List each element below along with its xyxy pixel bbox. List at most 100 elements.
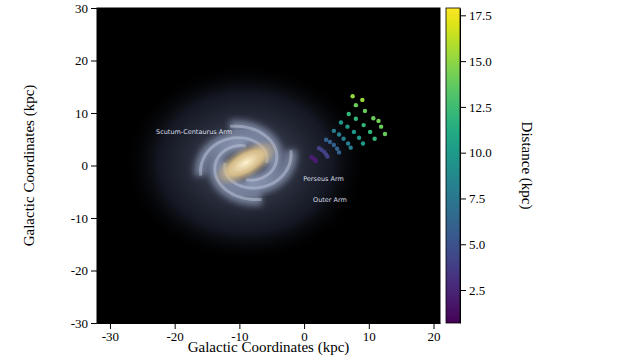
tick-label: 2.5 [469, 283, 485, 298]
tick-mark [304, 323, 305, 329]
point [309, 155, 313, 159]
tick: 10 [75, 106, 97, 121]
tick-label: -10 [71, 211, 88, 226]
tick-mark [460, 61, 466, 62]
point [332, 129, 336, 133]
points [309, 94, 387, 164]
annotation: Scutum-Centaurus Arm [156, 128, 232, 136]
tick-mark [91, 271, 97, 272]
tick: 17.5 [460, 8, 492, 23]
tick-label: 7.5 [469, 191, 485, 206]
annotation: Perseus Arm [303, 175, 344, 183]
x-axis-title: Galactic Coordinates (kpc) [188, 339, 350, 356]
tick: -10 [71, 211, 97, 226]
tick-mark [460, 153, 466, 154]
background [97, 8, 440, 323]
point [345, 124, 349, 128]
tick-mark [460, 15, 466, 16]
point [371, 116, 375, 120]
point [379, 124, 383, 128]
point [328, 140, 332, 144]
point [350, 94, 354, 98]
point [341, 137, 345, 141]
point [346, 141, 350, 145]
galaxy-background [97, 8, 440, 323]
plot-frame [97, 8, 440, 323]
point [339, 120, 343, 124]
tick-mark [91, 113, 97, 114]
point [383, 132, 387, 136]
colorbar-title: Distance (kpc) [518, 122, 535, 210]
colorbar [446, 8, 460, 323]
tick-label: 0 [82, 158, 89, 173]
point [372, 137, 376, 141]
tick: 2.5 [460, 283, 485, 298]
annotation: Outer Arm [313, 196, 347, 204]
tick-label: -30 [71, 316, 88, 331]
point [361, 123, 365, 127]
tick-mark [460, 290, 466, 291]
point [360, 98, 364, 102]
point [347, 112, 351, 116]
y-axis-title: Galactic Coordinates (kpc) [21, 85, 38, 247]
tick-label: 20 [75, 53, 88, 68]
point [376, 119, 380, 123]
tick-label: -20 [166, 329, 183, 344]
galactic-disk [123, 63, 369, 263]
tick-label: 20 [428, 329, 441, 344]
tick: 5.0 [460, 237, 485, 252]
tick-mark [91, 218, 97, 219]
tick-mark [369, 323, 370, 329]
point [335, 147, 339, 151]
chart: Scutum-Centaurus Arm Perseus Arm Outer Arm… [0, 0, 640, 360]
tick: 10.0 [460, 145, 492, 160]
point [363, 109, 367, 113]
tick-label: 10.0 [469, 145, 492, 160]
point [357, 135, 361, 139]
tick-label: 10 [363, 329, 376, 344]
tick-mark [460, 107, 466, 108]
point [354, 117, 358, 121]
y-axis: -30 -20 -10 0 10 20 30 [71, 1, 98, 331]
tick-label: 15.0 [469, 54, 492, 69]
tick-mark [434, 323, 435, 329]
axis-line [98, 323, 441, 324]
tick-label: -20 [71, 263, 88, 278]
point [361, 141, 365, 145]
tick: 20 [75, 53, 97, 68]
point [332, 143, 336, 147]
tick: -20 [71, 263, 97, 278]
point [324, 138, 328, 142]
axis-line [460, 9, 461, 324]
tick-mark [110, 323, 111, 329]
tick: 0 [82, 158, 98, 173]
tick-label: 30 [75, 1, 88, 16]
tick: 12.5 [460, 100, 492, 115]
tick-label: 12.5 [469, 100, 492, 115]
point [348, 145, 352, 149]
tick-label: 10 [75, 106, 88, 121]
tick-mark [91, 166, 97, 167]
point [352, 130, 356, 134]
tick-mark [239, 323, 240, 329]
tick-label: 5.0 [469, 237, 485, 252]
annotations: Scutum-Centaurus Arm Perseus Arm Outer Arm [156, 128, 347, 204]
tick-mark [460, 198, 466, 199]
tick-mark [175, 323, 176, 329]
axis-line [97, 9, 98, 324]
point [337, 132, 341, 136]
tick-mark [460, 244, 466, 245]
galactic-bulge [207, 131, 284, 194]
colorbar-axis: 2.5 5.0 7.5 10.0 12.5 15.0 17.5 [460, 8, 492, 324]
tick: 20 [428, 323, 441, 344]
tick: -20 [166, 323, 183, 344]
tick-label: -30 [102, 329, 119, 344]
tick-label: 17.5 [469, 8, 492, 23]
point [317, 146, 321, 150]
tick-mark [91, 323, 97, 324]
tick-mark [91, 61, 97, 62]
tick: 30 [75, 1, 97, 16]
point [354, 103, 358, 107]
tick: 10 [363, 323, 376, 344]
tick: -30 [102, 323, 119, 344]
